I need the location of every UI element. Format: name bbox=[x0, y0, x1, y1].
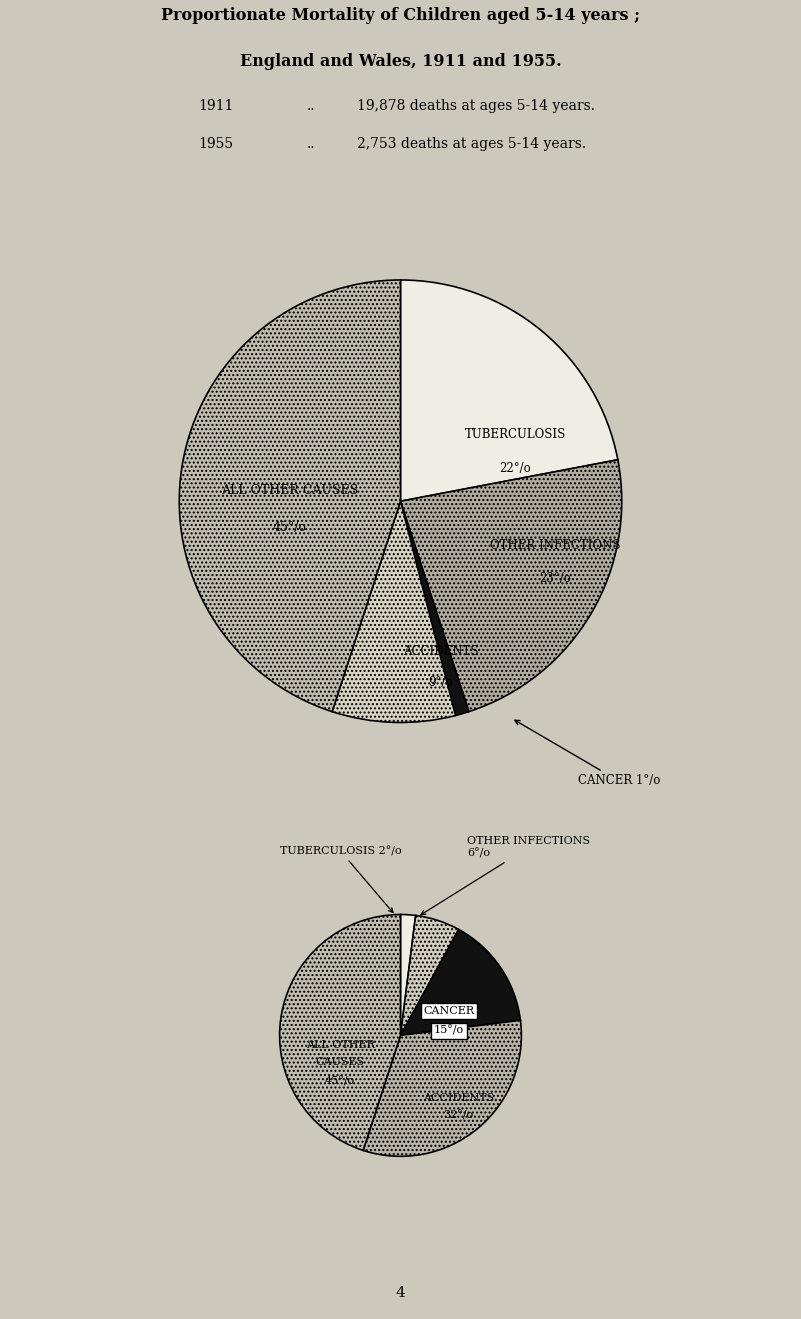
Text: ALL OTHER CAUSES: ALL OTHER CAUSES bbox=[221, 484, 358, 497]
Text: 22°/o: 22°/o bbox=[500, 462, 531, 475]
Wedge shape bbox=[400, 501, 469, 715]
Text: TUBERCULOSIS 2°/o: TUBERCULOSIS 2°/o bbox=[280, 845, 401, 913]
Wedge shape bbox=[400, 914, 416, 1035]
Text: ..: .. bbox=[307, 99, 316, 113]
Text: England and Wales, 1911 and 1955.: England and Wales, 1911 and 1955. bbox=[239, 53, 562, 70]
Text: 23°/o: 23°/o bbox=[539, 572, 571, 586]
Wedge shape bbox=[400, 915, 459, 1035]
Text: ALL OTHER: ALL OTHER bbox=[306, 1041, 375, 1050]
Text: ACCIDENTS: ACCIDENTS bbox=[403, 645, 478, 658]
Text: Proportionate Mortality of Children aged 5-14 years ;: Proportionate Mortality of Children aged… bbox=[161, 7, 640, 24]
Wedge shape bbox=[280, 914, 400, 1150]
Text: 19,878 deaths at ages 5-14 years.: 19,878 deaths at ages 5-14 years. bbox=[357, 99, 595, 113]
Text: 32°/o: 32°/o bbox=[444, 1111, 473, 1120]
Text: TUBERCULOSIS: TUBERCULOSIS bbox=[465, 429, 566, 442]
Text: 9°/o: 9°/o bbox=[428, 677, 453, 689]
Text: 45°/o: 45°/o bbox=[273, 521, 307, 534]
Text: ACCIDENTS: ACCIDENTS bbox=[423, 1093, 494, 1103]
Wedge shape bbox=[332, 501, 456, 723]
Wedge shape bbox=[363, 1021, 521, 1157]
Text: OTHER INFECTIONS
6°/o: OTHER INFECTIONS 6°/o bbox=[421, 836, 590, 914]
Text: CANCER: CANCER bbox=[423, 1006, 474, 1016]
Text: CANCER 1°/o: CANCER 1°/o bbox=[515, 720, 660, 787]
Text: OTHER INFECTIONS: OTHER INFECTIONS bbox=[490, 539, 621, 551]
Wedge shape bbox=[179, 280, 400, 712]
Text: CAUSES: CAUSES bbox=[316, 1057, 364, 1067]
Text: 1911: 1911 bbox=[199, 99, 234, 113]
Text: 15°/o: 15°/o bbox=[434, 1025, 464, 1035]
Wedge shape bbox=[400, 280, 618, 501]
Wedge shape bbox=[400, 930, 521, 1035]
Text: 1955: 1955 bbox=[199, 137, 234, 152]
Wedge shape bbox=[400, 460, 622, 712]
Text: 45°/o: 45°/o bbox=[325, 1076, 355, 1087]
Text: 4: 4 bbox=[396, 1286, 405, 1299]
Text: 2,753 deaths at ages 5-14 years.: 2,753 deaths at ages 5-14 years. bbox=[357, 137, 586, 152]
Text: ..: .. bbox=[307, 137, 316, 152]
